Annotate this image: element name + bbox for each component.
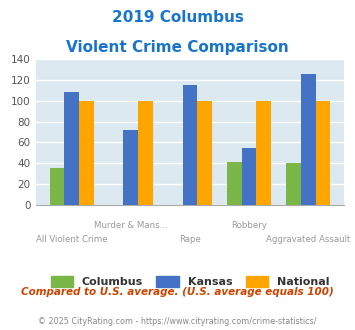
Bar (64, 91, 79, 205)
Bar (256, 101, 271, 205)
Bar (286, 163, 301, 205)
Legend: Columbus, Kansas, National: Columbus, Kansas, National (46, 271, 334, 291)
Text: © 2025 CityRating.com - https://www.cityrating.com/crime-statistics/: © 2025 CityRating.com - https://www.city… (38, 317, 317, 326)
Bar (316, 101, 330, 205)
Bar (138, 101, 153, 205)
Bar (182, 85, 197, 205)
Text: Rape: Rape (179, 235, 201, 244)
Bar (227, 162, 242, 205)
Text: Robbery: Robbery (231, 221, 267, 230)
Bar (197, 101, 212, 205)
Bar (242, 148, 256, 205)
Text: Murder & Mans...: Murder & Mans... (94, 221, 168, 230)
Text: All Violent Crime: All Violent Crime (36, 235, 108, 244)
Text: Violent Crime Comparison: Violent Crime Comparison (66, 40, 289, 54)
Text: Compared to U.S. average. (U.S. average equals 100): Compared to U.S. average. (U.S. average … (21, 287, 334, 297)
Text: 2019 Columbus: 2019 Columbus (111, 10, 244, 25)
Bar (50, 168, 64, 205)
Bar (124, 130, 138, 205)
Bar (79, 101, 94, 205)
Text: Aggravated Assault: Aggravated Assault (266, 235, 350, 244)
Bar (301, 74, 316, 205)
